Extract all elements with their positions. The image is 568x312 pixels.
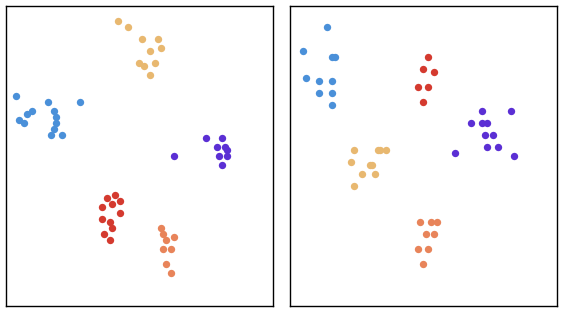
Point [153,37,162,42]
Point [14,118,23,123]
Point [52,120,61,125]
Point [215,154,224,158]
Point [108,202,117,207]
Point [223,154,232,158]
Point [169,234,178,239]
Point [507,109,516,114]
Point [480,133,489,138]
Point [158,246,168,251]
Point [223,148,232,153]
Point [477,120,486,125]
Point [349,148,358,153]
Point [414,85,423,90]
Point [12,94,21,99]
Point [161,261,170,266]
Point [135,61,144,66]
Point [419,67,428,72]
Point [483,144,492,149]
Point [201,135,210,140]
Point [323,25,332,30]
Point [432,219,441,224]
Point [145,73,154,78]
Point [494,144,503,149]
Point [116,210,125,215]
Point [376,148,385,153]
Point [328,79,337,84]
Point [28,109,37,114]
Point [111,193,120,197]
Point [151,61,160,66]
Point [97,217,106,222]
Point [419,100,428,105]
Point [483,120,492,125]
Point [424,85,433,90]
Point [166,270,176,275]
Point [103,195,112,200]
Point [427,219,436,224]
Point [113,19,122,24]
Point [166,246,176,251]
Point [218,135,227,140]
Point [169,154,178,158]
Point [328,55,337,60]
Point [156,225,165,230]
Point [137,37,147,42]
Point [124,25,133,30]
Point [346,159,356,164]
Point [52,115,61,119]
Point [76,100,85,105]
Point [416,219,425,224]
Point [116,198,125,203]
Point [315,90,324,95]
Point [424,246,433,251]
Point [97,204,106,209]
Point [477,109,486,114]
Point [357,172,366,177]
Point [414,246,423,251]
Point [373,148,382,153]
Point [368,163,377,168]
Point [509,154,519,158]
Point [450,150,460,155]
Point [49,109,59,114]
Point [429,232,438,236]
Point [57,133,66,138]
Point [220,144,229,149]
Point [419,261,428,266]
Point [105,237,114,242]
Point [20,120,29,125]
Point [212,144,221,149]
Point [161,237,170,242]
Point [421,232,431,236]
Point [328,90,337,95]
Point [23,112,32,117]
Point [424,55,433,60]
Point [331,55,340,60]
Point [108,225,117,230]
Point [315,79,324,84]
Point [44,100,53,105]
Point [349,183,358,188]
Point [158,232,168,236]
Point [100,232,109,236]
Point [299,49,308,54]
Point [156,46,165,51]
Point [429,70,438,75]
Point [365,163,374,168]
Point [218,163,227,168]
Point [105,219,114,224]
Point [145,49,154,54]
Point [370,172,379,177]
Point [140,64,149,69]
Point [381,148,390,153]
Point [328,103,337,108]
Point [488,133,497,138]
Point [301,76,310,80]
Point [467,120,476,125]
Point [47,133,56,138]
Point [49,127,59,132]
